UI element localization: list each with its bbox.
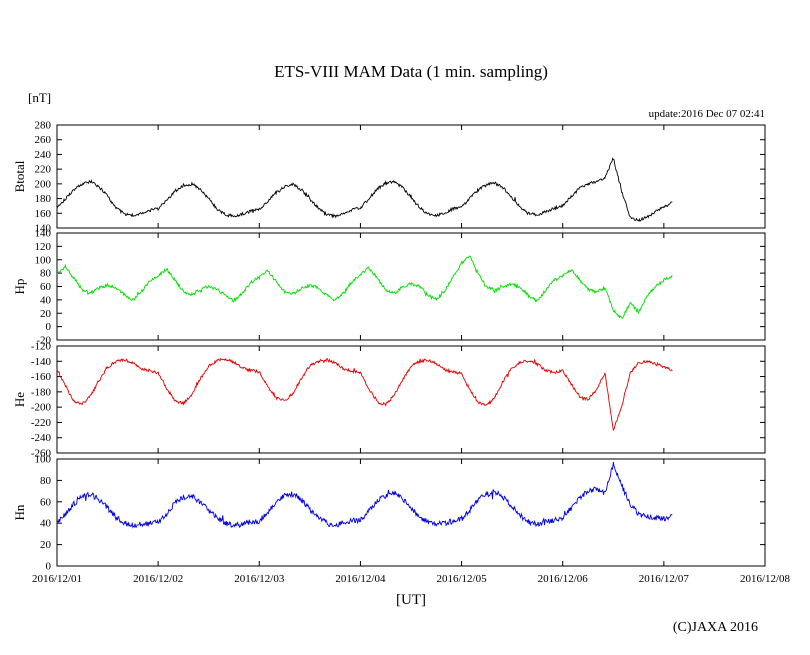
y-tick-label: 100 [35, 254, 52, 266]
y-tick-label: -160 [31, 371, 52, 383]
series-line-he [56, 357, 673, 431]
y-axis-title: Hn [12, 504, 27, 520]
y-tick-label: -260 [31, 448, 52, 460]
y-tick-label: -220 [31, 417, 52, 429]
panel-frame [56, 345, 766, 454]
x-tick-label: 2016/12/06 [538, 573, 589, 585]
y-tick-label: 60 [40, 281, 52, 293]
y-tick-label: 0 [46, 561, 52, 573]
y-tick-label: 140 [35, 223, 52, 235]
panel-hn: 0 20 40 60 80 100 Hn 2016/12/01 2016/12/02 2016/1… [12, 454, 791, 586]
y-tick-label: -240 [31, 432, 52, 444]
series-line-btotal [56, 157, 673, 222]
y-tick-label: 80 [40, 268, 52, 280]
x-tick-label: 2016/12/08 [740, 573, 791, 585]
y-unit-label: [nT] [28, 90, 52, 105]
y-tick-label: 260 [35, 134, 52, 146]
y-axis-title: Btotal [12, 160, 27, 192]
y-tick-label: -180 [31, 386, 52, 398]
y-tick-label: -120 [31, 341, 52, 353]
y-tick-label: 160 [35, 208, 52, 220]
y-tick-label: -20 [36, 335, 51, 347]
y-axis-title: Hp [12, 279, 27, 295]
y-tick-label: 120 [35, 241, 52, 253]
y-tick-label: 20 [40, 539, 52, 551]
x-tick-label: 2016/12/03 [234, 573, 285, 585]
y-tick-label: 200 [35, 178, 52, 190]
panel-frame [56, 124, 766, 229]
y-tick-label: 20 [40, 308, 52, 320]
series-line-hp [56, 255, 673, 319]
y-tick-label: 240 [35, 149, 52, 161]
x-tick-label: 2016/12/04 [335, 573, 386, 585]
y-tick-label: 280 [35, 120, 52, 132]
y-tick-label: 100 [35, 454, 52, 466]
y-tick-label: -200 [31, 402, 52, 414]
x-tick-label: 2016/12/01 [32, 573, 82, 585]
y-tick-label: 80 [40, 475, 52, 487]
panel-frame [56, 458, 766, 567]
chart-title: ETS-VIII MAM Data (1 min. sampling) [274, 62, 548, 81]
copyright-label: (C)JAXA 2016 [672, 620, 758, 635]
update-timestamp: update:2016 Dec 07 02:41 [648, 108, 765, 120]
x-axis-label: [UT] [396, 592, 426, 608]
series-line-hn [56, 461, 673, 529]
y-tick-label: -140 [31, 356, 52, 368]
panel-he: -260 -240 -220 -200 -180 -160 -140 -120 He [12, 341, 766, 460]
x-tick-label: 2016/12/02 [133, 573, 183, 585]
y-tick-label: 220 [35, 164, 52, 176]
y-tick-label: 40 [40, 294, 52, 306]
y-tick-label: 0 [46, 321, 52, 333]
x-tick-label: 2016/12/07 [639, 573, 690, 585]
y-tick-label: 40 [40, 518, 52, 530]
y-tick-label: 60 [40, 496, 52, 508]
panel-frame [56, 232, 766, 341]
x-tick-label: 2016/12/05 [437, 573, 488, 585]
y-tick-label: 140 [35, 228, 52, 240]
y-axis-title: He [12, 392, 27, 407]
panel-btotal: 140 160 180 200 220 240 260 280 Btotal [12, 120, 766, 235]
y-tick-label: 180 [35, 193, 52, 205]
